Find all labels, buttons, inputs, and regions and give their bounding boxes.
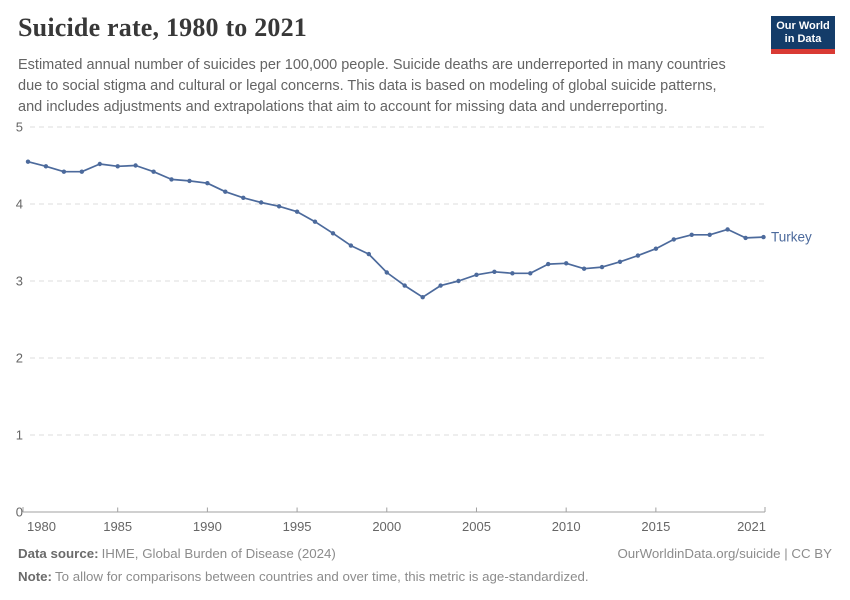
x-tick-label: 1985 [103, 519, 132, 534]
note-value: To allow for comparisons between countri… [54, 569, 589, 584]
owid-logo[interactable]: Our World in Data [771, 16, 835, 54]
owid-logo-red-stripe [771, 49, 835, 54]
y-tick-label: 4 [16, 197, 23, 212]
data-point [241, 195, 246, 200]
data-point [384, 270, 389, 275]
y-tick-label: 0 [16, 505, 23, 520]
data-point [312, 219, 318, 224]
x-tick-label: 1980 [27, 519, 56, 534]
x-tick-label: 1990 [193, 519, 222, 534]
data-point [348, 243, 354, 248]
data-point [205, 181, 210, 186]
data-point [689, 232, 694, 237]
data-point [330, 231, 336, 236]
y-tick-label: 3 [16, 274, 23, 289]
data-line-turkey [27, 160, 765, 299]
data-point [546, 261, 551, 267]
data-point [151, 169, 156, 174]
owid-logo-line2: in Data [784, 33, 822, 45]
subtitle-line: due to social stigma and cultural or leg… [18, 78, 717, 94]
data-point [79, 169, 85, 174]
chart-subtitle: Estimated annual number of suicides per … [18, 55, 778, 118]
data-point [25, 159, 31, 164]
data-point [294, 209, 300, 214]
y-tick-label: 1 [16, 428, 23, 443]
chart-plot-area[interactable] [23, 125, 765, 512]
owid-logo-box: Our World in Data [771, 16, 835, 49]
data-point [671, 237, 676, 242]
data-point [510, 271, 515, 276]
data-point [43, 164, 49, 169]
data-point [276, 204, 282, 209]
data-point [743, 235, 748, 241]
subtitle-line: and includes adjustments and extrapolati… [18, 99, 668, 115]
data-point [617, 259, 623, 264]
owid-logo-line1: Our World [776, 20, 830, 32]
x-tick-label: 2021 [737, 519, 766, 534]
data-point [653, 246, 659, 251]
data-point [115, 164, 120, 169]
x-tick-label: 2015 [641, 519, 670, 534]
data-point [223, 189, 228, 194]
datasource-line: Data source: IHME, Global Burden of Disea… [18, 546, 336, 561]
data-point [474, 272, 479, 277]
data-point [259, 200, 264, 205]
data-point [169, 177, 174, 182]
datasource-value: IHME, Global Burden of Disease (2024) [101, 546, 336, 561]
data-point [599, 264, 605, 270]
data-point [61, 169, 67, 174]
data-point [97, 161, 103, 167]
datasource-label: Data source: [18, 546, 99, 561]
x-tick-label: 2005 [462, 519, 491, 534]
data-point [420, 295, 425, 300]
note-label: Note: [18, 569, 52, 584]
data-point [187, 178, 192, 184]
data-point [725, 227, 730, 232]
data-point [366, 251, 371, 257]
x-tick-label: 2010 [552, 519, 581, 534]
y-tick-label: 2 [16, 351, 23, 366]
data-point [402, 283, 407, 288]
data-point [133, 163, 138, 168]
data-point [528, 271, 533, 276]
subtitle-line: Estimated annual number of suicides per … [18, 57, 726, 73]
x-tick-label: 1995 [283, 519, 312, 534]
data-point [581, 266, 587, 271]
y-tick-label: 5 [16, 120, 23, 135]
data-point [635, 253, 641, 258]
data-point [707, 232, 712, 237]
page-title: Suicide rate, 1980 to 2021 [18, 13, 308, 42]
data-point [761, 234, 766, 240]
note-line: Note: To allow for comparisons between co… [18, 569, 589, 584]
data-point [492, 269, 497, 274]
data-point [438, 283, 443, 288]
x-tick-label: 2000 [372, 519, 401, 534]
series-label-turkey[interactable]: Turkey [771, 230, 812, 245]
attribution-link[interactable]: OurWorldinData.org/suicide | CC BY [617, 546, 832, 561]
data-point [564, 261, 569, 266]
data-point [456, 278, 461, 284]
